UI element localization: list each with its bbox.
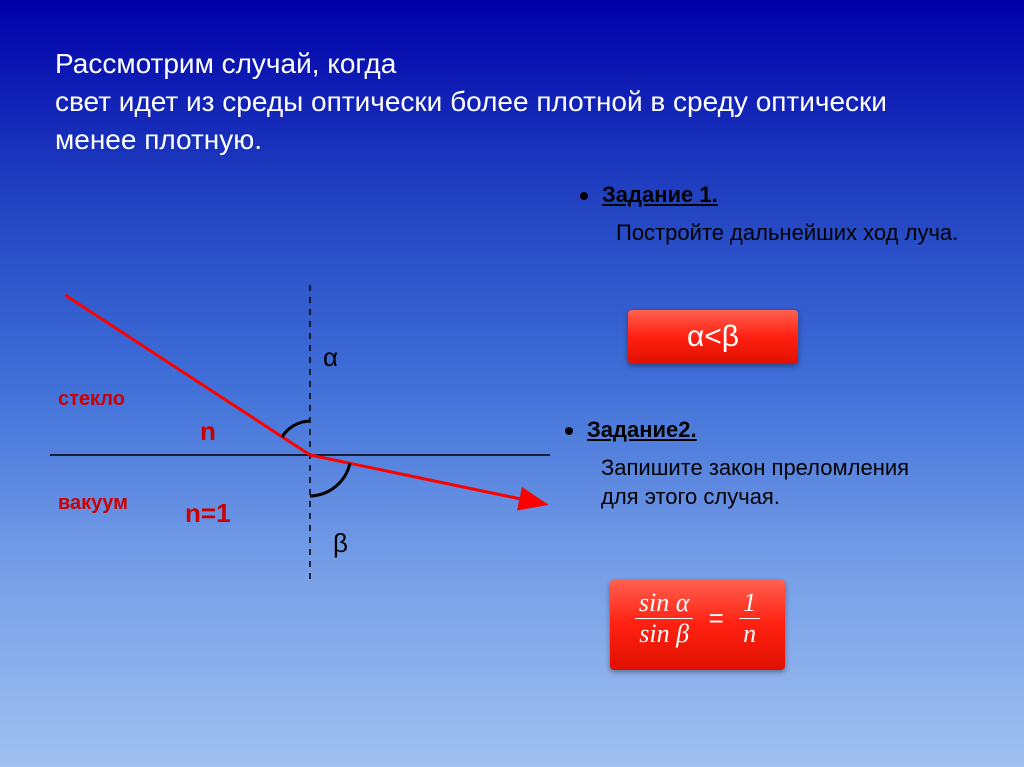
task2-block: Задание2. Запишите закон преломления для… bbox=[565, 415, 945, 520]
frac-right-bot: n bbox=[739, 619, 760, 649]
bullet-icon bbox=[565, 427, 573, 435]
equals-sign: = bbox=[709, 603, 724, 634]
diagram-svg bbox=[50, 260, 550, 610]
frac-left-top: sin α bbox=[635, 588, 694, 619]
task2-title: Задание2. bbox=[587, 417, 697, 442]
frac-left-bot: sin β bbox=[635, 619, 694, 649]
task1-title-row: Задание 1. bbox=[580, 180, 980, 210]
frac-right: 1 n bbox=[739, 588, 760, 649]
formula-alpha-lt-beta: α<β bbox=[628, 310, 798, 364]
alpha-arc bbox=[282, 421, 310, 437]
frac-left: sin α sin β bbox=[635, 588, 694, 649]
bullet-icon bbox=[580, 192, 588, 200]
glass-label: стекло bbox=[58, 388, 125, 411]
slide-title: Рассмотрим случай, когда свет идет из ср… bbox=[55, 45, 969, 158]
beta-label: β bbox=[333, 528, 348, 559]
incident-ray bbox=[65, 295, 310, 455]
task1-block: Задание 1. Постройте дальнейших ход луча… bbox=[580, 180, 980, 255]
task1-title: Задание 1. bbox=[602, 182, 718, 207]
task2-body: Запишите закон преломления для этого слу… bbox=[565, 453, 945, 512]
title-line1: Рассмотрим случай, когда bbox=[55, 48, 396, 79]
task1-body: Постройте дальнейших ход луча. bbox=[580, 218, 980, 248]
n1-label: n=1 bbox=[185, 498, 231, 529]
alpha-label: α bbox=[323, 342, 338, 373]
vacuum-label: вакуум bbox=[58, 492, 128, 515]
beta-arc bbox=[310, 463, 350, 496]
n-label: n bbox=[200, 416, 216, 447]
title-line2: свет идет из среды оптически более плотн… bbox=[55, 86, 887, 155]
task2-title-row: Задание2. bbox=[565, 415, 945, 445]
frac-right-top: 1 bbox=[739, 588, 760, 619]
formula-snell: sin α sin β = 1 n bbox=[610, 580, 785, 670]
refraction-diagram: α β стекло вакуум n n=1 bbox=[50, 260, 550, 610]
